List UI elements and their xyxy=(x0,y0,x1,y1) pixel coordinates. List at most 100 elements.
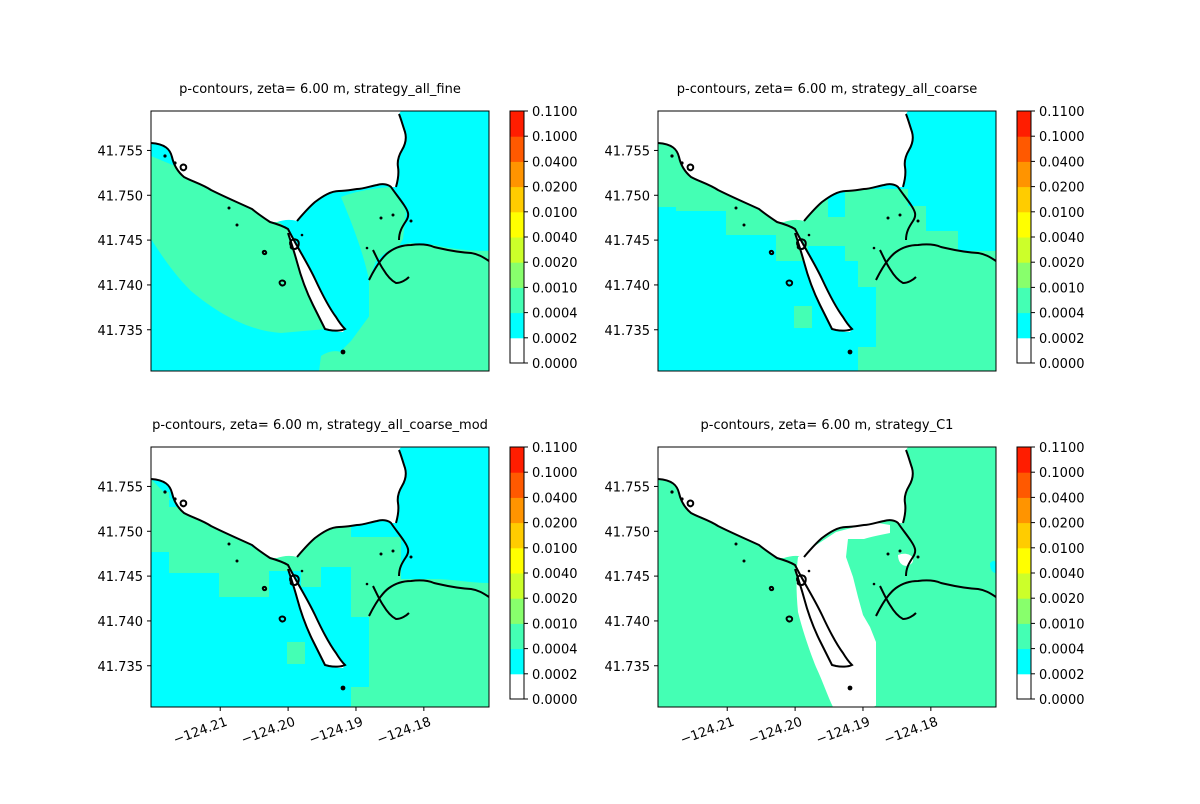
land-southeast xyxy=(876,244,996,371)
colorbar-segment xyxy=(510,211,524,238)
panel-title: p-contours, zeta= 6.00 m, strategy_all_c… xyxy=(677,82,977,97)
colorbar-tick-label: 0.0400 xyxy=(532,155,578,170)
x-tick-label: −124.21 xyxy=(678,715,736,748)
colorbar-segment xyxy=(510,573,524,599)
colorbar-tick-label: 0.0100 xyxy=(1039,206,1085,221)
y-tick-label: 41.745 xyxy=(98,570,144,585)
colorbar-tick-label: 0.0100 xyxy=(532,206,578,221)
colorbar-segment xyxy=(510,262,524,288)
colorbar-segment xyxy=(510,648,524,675)
y-tick-label: 41.745 xyxy=(605,234,651,249)
colorbar-tick-label: 0.0100 xyxy=(532,542,578,557)
colorbar-segment xyxy=(1017,337,1031,364)
axes-frame xyxy=(150,110,490,372)
colorbar-tick-label: 0.0400 xyxy=(1039,155,1085,170)
x-tick-label: −124.18 xyxy=(375,715,433,748)
colorbar-tick-label: 0.1000 xyxy=(532,466,578,481)
colorbar-tick-label: 0.0004 xyxy=(1039,643,1085,658)
colorbar-segment xyxy=(1017,598,1031,624)
y-tick-label: 41.755 xyxy=(98,480,144,495)
colorbar-tick-label: 0.0010 xyxy=(1039,617,1085,632)
axes-frame xyxy=(657,110,997,372)
colorbar-tick-label: 0.0000 xyxy=(532,357,578,372)
y-tick-label: 41.735 xyxy=(98,324,144,339)
colorbar-segment xyxy=(1017,623,1031,650)
colorbar-segment xyxy=(510,472,524,498)
colorbar-tick-label: 0.0000 xyxy=(532,693,578,708)
colorbar-segment xyxy=(1017,547,1031,574)
land-southeast xyxy=(369,244,489,371)
y-tick-label: 41.750 xyxy=(98,525,144,540)
colorbar-tick-label: 0.1100 xyxy=(1039,105,1085,120)
colorbar: 0.0000 0.0002 0.0004 0.0010 0.0020 0.0040 0.01… xyxy=(1016,441,1085,708)
y-tick-label: 41.735 xyxy=(98,660,144,675)
x-tick-label: −124.18 xyxy=(882,715,940,748)
colorbar-tick-label: 0.0000 xyxy=(1039,357,1085,372)
x-tick-label: −124.20 xyxy=(239,715,297,748)
colorbar-tick-label: 0.0020 xyxy=(1039,592,1085,607)
colorbar-tick-label: 0.0004 xyxy=(532,307,578,322)
colorbar: 0.0000 0.0002 0.0004 0.0010 0.0020 0.0040 0.01… xyxy=(509,105,578,372)
colorbar-tick-label: 0.1000 xyxy=(532,130,578,145)
y-tick-label: 41.750 xyxy=(98,189,144,204)
panel-title: p-contours, zeta= 6.00 m, strategy_C1 xyxy=(701,418,954,433)
colorbar-tick-label: 0.0200 xyxy=(532,181,578,196)
colorbar-tick-label: 0.0200 xyxy=(1039,181,1085,196)
map-area xyxy=(658,111,996,371)
colorbar-tick-label: 0.0040 xyxy=(1039,567,1085,582)
colorbar-segment xyxy=(1017,111,1031,137)
axes-frame xyxy=(657,446,997,708)
y-tick-label: 41.750 xyxy=(605,189,651,204)
axes-frame xyxy=(150,446,490,708)
y-tick-label: 41.735 xyxy=(605,660,651,675)
panel-c1: p-contours, zeta= 6.00 m, strategy_C1 41.… xyxy=(605,418,997,748)
y-tick-label: 41.750 xyxy=(605,525,651,540)
colorbar-tick-label: 0.0400 xyxy=(1039,491,1085,506)
colorbar-segment xyxy=(510,237,524,263)
colorbar-segment xyxy=(1017,237,1031,263)
colorbar-tick-label: 0.1100 xyxy=(532,441,578,456)
colorbar-segment xyxy=(510,186,524,213)
panel-title: p-contours, zeta= 6.00 m, strategy_all_f… xyxy=(179,82,461,97)
colorbar-segment xyxy=(510,522,524,549)
colorbar-segment xyxy=(1017,472,1031,498)
colorbar-tick-label: 0.0200 xyxy=(1039,517,1085,532)
colorbar-segment xyxy=(1017,312,1031,339)
panel-fine: p-contours, zeta= 6.00 m, strategy_all_f… xyxy=(98,82,490,372)
colorbar-tick-label: 0.0002 xyxy=(1039,332,1085,347)
colorbar-tick-label: 0.1000 xyxy=(1039,466,1085,481)
panel-coarse_mod: p-contours, zeta= 6.00 m, strategy_all_c… xyxy=(98,418,490,748)
y-tick-label: 41.745 xyxy=(98,234,144,249)
colorbar-segment xyxy=(1017,447,1031,473)
land-southeast xyxy=(876,580,996,707)
colorbar-segment xyxy=(1017,161,1031,188)
colorbar-tick-label: 0.1100 xyxy=(1039,441,1085,456)
panel-title: p-contours, zeta= 6.00 m, strategy_all_c… xyxy=(152,418,488,433)
colorbar-tick-label: 0.0004 xyxy=(1039,307,1085,322)
colorbar-segment xyxy=(510,447,524,473)
colorbar: 0.0000 0.0002 0.0004 0.0010 0.0020 0.0040 0.01… xyxy=(1016,105,1085,372)
colorbar-tick-label: 0.0100 xyxy=(1039,542,1085,557)
y-tick-label: 41.740 xyxy=(605,615,651,630)
y-tick-label: 41.740 xyxy=(98,615,144,630)
colorbar-segment xyxy=(1017,136,1031,162)
colorbar-tick-label: 0.0020 xyxy=(532,592,578,607)
map-area xyxy=(658,447,996,707)
colorbar-tick-label: 0.1000 xyxy=(1039,130,1085,145)
colorbar-tick-label: 0.0040 xyxy=(532,231,578,246)
land-southeast xyxy=(369,580,489,707)
colorbar-segment xyxy=(510,287,524,314)
colorbar-segment xyxy=(510,497,524,524)
colorbar-tick-label: 0.0200 xyxy=(532,517,578,532)
map-area xyxy=(151,447,489,707)
colorbar-tick-label: 0.0004 xyxy=(532,643,578,658)
colorbar-segment xyxy=(510,673,524,700)
x-tick-label: −124.20 xyxy=(746,715,804,748)
colorbar: 0.0000 0.0002 0.0004 0.0010 0.0020 0.0040 0.01… xyxy=(509,441,578,708)
x-tick-label: −124.19 xyxy=(814,715,872,748)
colorbar-tick-label: 0.0000 xyxy=(1039,693,1085,708)
colorbar-segment xyxy=(510,598,524,624)
y-tick-label: 41.740 xyxy=(605,279,651,294)
colorbar-tick-label: 0.0002 xyxy=(532,668,578,683)
